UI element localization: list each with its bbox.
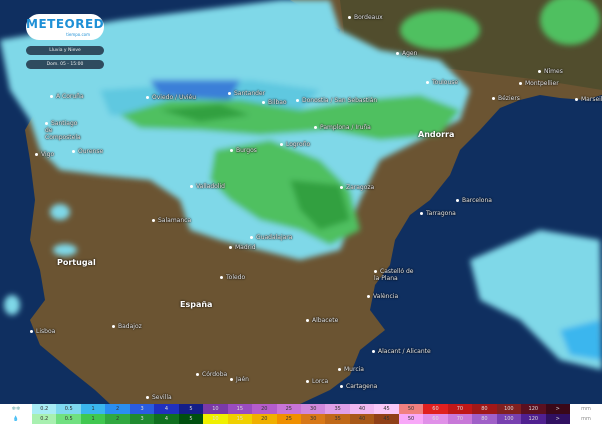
country-label: España bbox=[180, 300, 213, 309]
city-label: Bilbao bbox=[262, 99, 287, 106]
legend-cell: 100 bbox=[496, 404, 522, 414]
legend-cell: 60 bbox=[423, 414, 448, 424]
city-label: Toledo bbox=[220, 274, 245, 281]
legend-cell: > bbox=[545, 414, 570, 424]
city-label: Castelló de la Plana bbox=[374, 268, 414, 282]
legend-cell: 35 bbox=[325, 414, 350, 424]
legend-cell: 80 bbox=[472, 414, 497, 424]
legend-cell: 1 bbox=[80, 404, 106, 414]
city-label: Bordeaux bbox=[348, 14, 383, 21]
precipitation-legend: ❄❄ 0.2 0.5 1 2 3 4 5 10 15 20 25 30 35 40 45 50 60 70 80 100… bbox=[0, 404, 602, 424]
legend-cell: 70 bbox=[447, 414, 473, 424]
legend-cell: 120 bbox=[521, 404, 546, 414]
legend-cell: 10 bbox=[203, 404, 228, 414]
legend-unit: mm bbox=[569, 414, 602, 424]
legend-cell: 30 bbox=[300, 414, 326, 424]
layer-selector[interactable]: Lluvia y Nieve bbox=[26, 46, 104, 55]
city-label: Barcelona bbox=[456, 197, 492, 204]
legend-cell: 60 bbox=[423, 404, 448, 414]
legend-cell: 20 bbox=[252, 414, 277, 424]
city-label: Agen bbox=[396, 50, 417, 57]
legend-cell: 25 bbox=[276, 404, 301, 414]
legend-cell: 15 bbox=[227, 404, 253, 414]
city-label: Donostia / San Sebastián bbox=[296, 97, 377, 104]
legend-cell: > bbox=[545, 404, 570, 414]
legend-cell: 3 bbox=[129, 414, 155, 424]
city-label: Guadalajara bbox=[250, 234, 292, 241]
legend-cell: 50 bbox=[398, 404, 424, 414]
city-label: Vigo bbox=[35, 151, 54, 158]
city-label: Béziers bbox=[492, 95, 520, 102]
city-label: Nîmes bbox=[538, 68, 563, 75]
legend-cell: 0.5 bbox=[56, 404, 81, 414]
city-label: Salamanca bbox=[152, 217, 191, 224]
weather-map[interactable] bbox=[0, 0, 602, 404]
legend-cell: 3 bbox=[129, 404, 155, 414]
legend-cell: 4 bbox=[154, 414, 179, 424]
legend-cell: 70 bbox=[447, 404, 473, 414]
precipitation-layer bbox=[0, 0, 602, 370]
legend-cell: 35 bbox=[325, 404, 350, 414]
time-selector[interactable]: Dom. 05 - 15:00 bbox=[26, 60, 104, 69]
city-label: Sevilla bbox=[146, 394, 172, 401]
legend-cell: 10 bbox=[203, 414, 228, 424]
legend-cell: 15 bbox=[227, 414, 253, 424]
city-label: Badajoz bbox=[112, 323, 142, 330]
city-label: Lisboa bbox=[30, 328, 55, 335]
city-label: Valladolid bbox=[190, 183, 225, 190]
city-label: València bbox=[367, 293, 398, 300]
legend-cell: 2 bbox=[105, 404, 130, 414]
city-label: Jaén bbox=[230, 376, 249, 383]
legend-cell: 50 bbox=[398, 414, 424, 424]
legend-cell: 2 bbox=[105, 414, 130, 424]
legend-cell: 30 bbox=[300, 404, 326, 414]
legend-cell: 0.2 bbox=[32, 404, 57, 414]
city-label: Alacant / Alicante bbox=[372, 348, 431, 355]
city-label: Oviedo / Uviéu bbox=[146, 94, 196, 101]
legend-cell: 80 bbox=[472, 404, 497, 414]
city-label: Córdoba bbox=[196, 371, 227, 378]
city-label: Zaragoza bbox=[340, 184, 374, 191]
city-label: Lorca bbox=[306, 378, 328, 385]
city-label: Madrid bbox=[229, 244, 256, 251]
city-label: Cartagena bbox=[340, 383, 377, 390]
city-label: Marseille bbox=[575, 96, 602, 103]
city-label: Pamplona / Iruña bbox=[314, 124, 371, 131]
country-label: Andorra bbox=[418, 130, 455, 139]
city-label: Santander bbox=[228, 90, 265, 97]
snow-legend-row: ❄❄ 0.2 0.5 1 2 3 4 5 10 15 20 25 30 35 40 45 50 60 70 80 100… bbox=[0, 404, 602, 414]
city-label: Tarragona bbox=[420, 210, 456, 217]
legend-cell: 20 bbox=[252, 404, 277, 414]
snowflake-icon: ❄❄ bbox=[0, 404, 32, 414]
city-label: Albacete bbox=[306, 317, 338, 324]
city-label: Burgos bbox=[230, 147, 257, 154]
legend-cell: 45 bbox=[374, 404, 399, 414]
legend-cell: 0.2 bbox=[32, 414, 57, 424]
meteored-logo[interactable]: METEORED tiempo.com bbox=[26, 14, 104, 40]
legend-cell: 4 bbox=[154, 404, 179, 414]
country-label: Portugal bbox=[57, 258, 96, 267]
legend-cell: 1 bbox=[80, 414, 106, 424]
rain-legend-row: 💧 0.2 0.5 1 2 3 4 5 10 15 20 25 30 35 40 45 50 60 70 80 100 1… bbox=[0, 414, 602, 424]
city-label: Santiago de Compostela bbox=[45, 120, 85, 141]
legend-cell: 5 bbox=[178, 414, 204, 424]
legend-cell: 5 bbox=[178, 404, 204, 414]
city-label: Ourense bbox=[72, 148, 103, 155]
raindrop-icon: 💧 bbox=[0, 414, 32, 424]
legend-cell: 100 bbox=[496, 414, 522, 424]
legend-unit: mm bbox=[569, 404, 602, 414]
city-label: Logroño bbox=[280, 141, 310, 148]
legend-cell: 25 bbox=[276, 414, 301, 424]
city-label: A Coruña bbox=[50, 93, 84, 100]
legend-cell: 40 bbox=[349, 404, 375, 414]
city-label: Montpellier bbox=[519, 80, 559, 87]
legend-cell: 45 bbox=[374, 414, 399, 424]
city-label: Toulouse bbox=[426, 79, 458, 86]
legend-cell: 0.5 bbox=[56, 414, 81, 424]
legend-cell: 120 bbox=[521, 414, 546, 424]
city-label: Murcia bbox=[338, 366, 364, 373]
legend-cell: 40 bbox=[349, 414, 375, 424]
